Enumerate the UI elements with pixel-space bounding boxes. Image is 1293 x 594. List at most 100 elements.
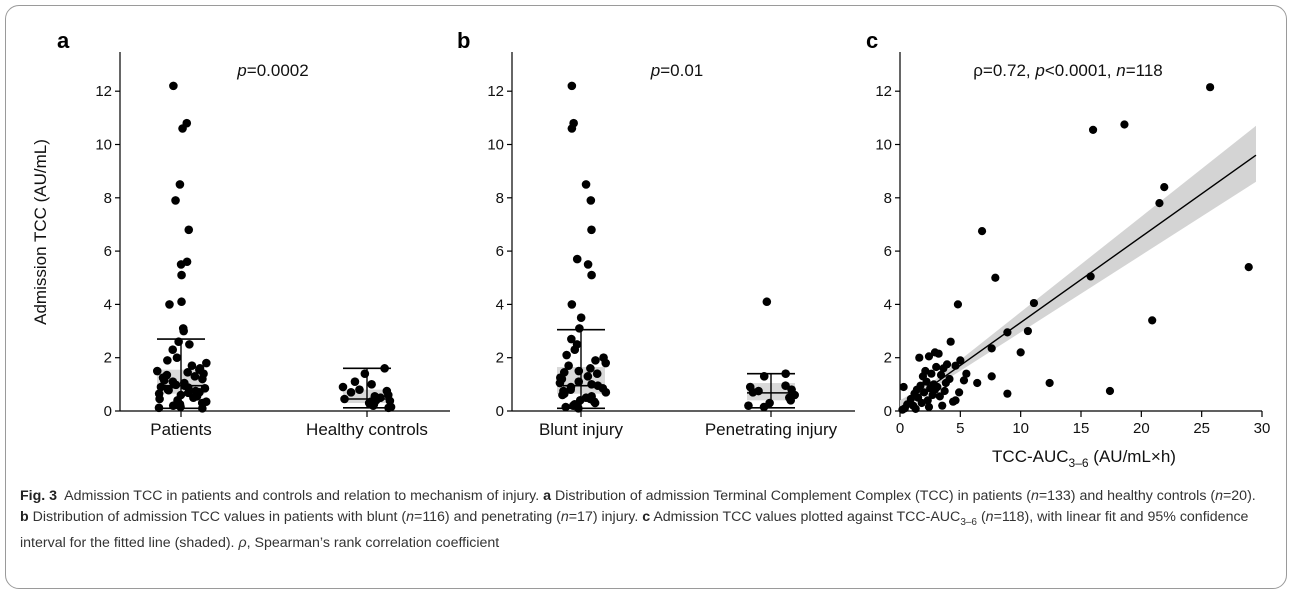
panel-a: a p=0.0002 Admission TCC (AU/mL) 0 2 4 6 8 10… (31, 28, 450, 439)
data-point (178, 124, 187, 133)
data-point (953, 300, 963, 309)
data-point (183, 368, 192, 377)
y-axis-label: Admission TCC (AU/mL) (31, 139, 50, 325)
data-point (940, 386, 949, 396)
data-point (163, 356, 172, 365)
data-point (939, 364, 948, 373)
data-point (592, 369, 602, 378)
confidence-band (900, 125, 1256, 412)
data-point (581, 180, 591, 189)
data-point (152, 366, 162, 376)
data-point (1023, 326, 1033, 336)
data-point (1105, 386, 1115, 396)
y-tick-label: 8 (496, 190, 504, 207)
y-tick-label: 2 (496, 350, 504, 367)
data-point (566, 385, 575, 394)
x-tick-label: 0 (896, 420, 904, 437)
panel-letter-a: a (57, 28, 70, 53)
data-point (591, 356, 600, 365)
data-point (922, 377, 931, 386)
data-point (951, 396, 960, 405)
data-point (154, 403, 164, 413)
data-point (567, 124, 577, 133)
data-point (176, 402, 185, 412)
panel-c-axes: 0 2 4 6 8 10 12 0 5 10 15 20 25 30 (875, 52, 1270, 437)
y-tick-label: 8 (104, 190, 112, 207)
data-point (1120, 120, 1129, 129)
panel-b-stat: p=0.01 (650, 61, 703, 80)
data-point (748, 388, 758, 397)
caption-a-text: Distribution of admission Terminal Compl… (554, 488, 1256, 504)
data-point (575, 324, 584, 333)
y-tick-label: 6 (496, 243, 504, 260)
data-point (567, 334, 576, 344)
caption-c-label: c (642, 509, 651, 525)
data-point (583, 372, 593, 381)
data-point (380, 364, 389, 373)
figure-caption: Fig. 3 Admission TCC in patients and con… (20, 486, 1265, 554)
data-point (927, 369, 936, 378)
data-point (198, 374, 207, 384)
data-point (1045, 378, 1054, 388)
data-point (368, 401, 378, 410)
data-point (360, 369, 370, 378)
data-point (1206, 83, 1215, 92)
data-point (587, 270, 596, 280)
data-point (938, 401, 947, 410)
data-point (558, 390, 567, 400)
data-point (924, 402, 934, 412)
data-point (338, 382, 348, 392)
data-point (762, 297, 772, 307)
panel-b-points (555, 81, 799, 413)
panel-c-points (898, 83, 1253, 414)
data-point (962, 369, 971, 378)
y-tick-label: 12 (95, 83, 112, 100)
y-tick-label: 10 (95, 137, 112, 154)
panel-c: c ρ=0.72, p<0.0001, n=118 0 2 4 6 8 10 12 0 5 10 1… (866, 28, 1270, 470)
y-tick-label: 4 (496, 296, 504, 313)
data-point (346, 388, 356, 397)
data-point (567, 81, 577, 91)
y-tick-label: 0 (104, 403, 112, 420)
data-point (184, 225, 194, 235)
data-point (177, 270, 186, 280)
y-tick-label: 8 (884, 190, 892, 207)
y-tick-label: 0 (496, 403, 504, 420)
confidence-band-area (900, 125, 1256, 412)
data-point (586, 196, 596, 205)
data-point (1029, 298, 1039, 308)
y-tick-label: 4 (104, 296, 112, 313)
data-point (744, 401, 753, 410)
y-tick-label: 6 (104, 243, 112, 260)
panel-a-stat: p=0.0002 (236, 61, 308, 80)
data-point (911, 404, 920, 413)
data-point (1003, 389, 1012, 398)
caption-title: Admission TCC in patients and controls a… (64, 488, 540, 504)
data-point (168, 401, 178, 410)
panel-c-stat: ρ=0.72, p<0.0001, n=118 (973, 61, 1162, 80)
data-point (574, 366, 584, 376)
data-point (570, 345, 580, 355)
category-label-penetrating-injury: Penetrating injury (705, 420, 838, 439)
data-point (172, 353, 182, 363)
x-axis-label: TCC-AUC3–6 (AU/mL×h) (992, 447, 1176, 470)
data-point (176, 260, 186, 269)
data-point (781, 369, 790, 378)
figure-panels: a p=0.0002 Admission TCC (AU/mL) 0 2 4 6 8 10… (31, 28, 1270, 470)
panel-a-points (152, 81, 396, 413)
data-point (924, 352, 934, 361)
data-point (189, 393, 198, 402)
y-tick-label: 10 (875, 137, 892, 154)
data-point (355, 385, 364, 394)
data-point (198, 404, 207, 413)
data-point (567, 300, 577, 309)
data-point (168, 345, 178, 355)
data-point (946, 337, 955, 346)
y-tick-label: 12 (487, 83, 504, 100)
data-point (164, 385, 173, 395)
x-tick-label: 25 (1193, 420, 1210, 437)
caption-c-text: Admission TCC values plotted against TCC… (20, 509, 1249, 551)
panel-b: b p=0.01 0 2 4 6 8 10 12 Blunt injury Penetrat… (457, 28, 855, 439)
data-point (786, 396, 796, 405)
category-label-blunt-injury: Blunt injury (539, 420, 624, 439)
